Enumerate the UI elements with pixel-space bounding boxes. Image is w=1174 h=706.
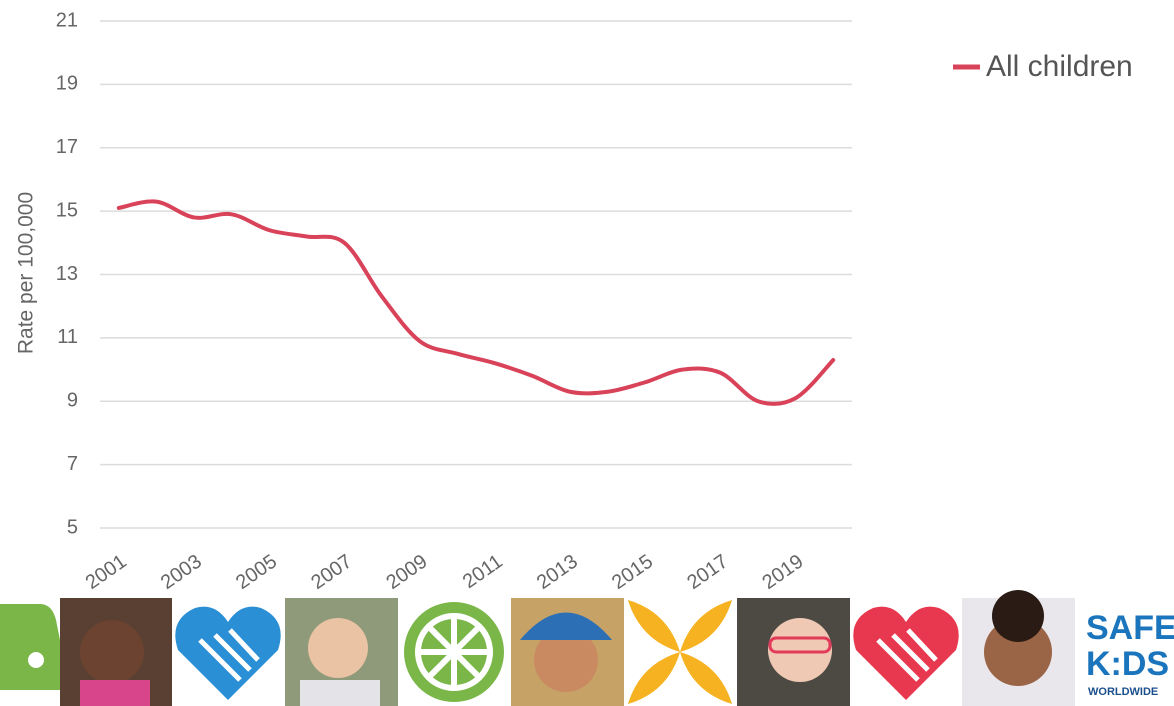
heart-icon — [853, 606, 959, 700]
photo-glasses — [768, 636, 832, 654]
photo-helmet — [520, 612, 612, 640]
x-tick-label: 2017 — [683, 550, 732, 594]
y-tick-label: 5 — [67, 516, 78, 538]
photo-face — [308, 618, 368, 678]
logo-subtext: WORLDWIDE — [1088, 686, 1158, 698]
y-tick-label: 11 — [57, 326, 78, 348]
y-tick-label: 19 — [56, 73, 78, 95]
y-tick-label: 7 — [67, 453, 78, 475]
flower-icon — [628, 600, 732, 704]
y-tick-label: 17 — [56, 136, 78, 158]
heart-hands — [876, 628, 938, 682]
car-icon — [0, 604, 60, 690]
photo-face — [768, 618, 832, 682]
x-tick-label: 2011 — [459, 550, 507, 593]
plot-area: 5 7 9 11 13 15 17 19 21 2001 2003 2005 2007 2009 2011 2… — [56, 9, 1133, 594]
heart-icon — [175, 606, 281, 700]
x-tick-label: 2003 — [157, 550, 206, 594]
y-tick-label: 9 — [67, 390, 78, 412]
car-light — [28, 652, 44, 668]
x-tick-label: 2019 — [758, 550, 807, 594]
legend-label: All children — [986, 50, 1133, 83]
heart-hands — [198, 628, 260, 682]
y-tick-label: 21 — [56, 9, 78, 31]
x-tick-label: 2005 — [232, 550, 281, 594]
photo-face — [80, 620, 144, 684]
logo-text: K:DS — [1086, 645, 1169, 683]
series-line — [116, 199, 836, 406]
x-tick-label: 2009 — [382, 550, 431, 594]
photo-shirt — [300, 680, 380, 706]
x-tick-label: 2015 — [608, 550, 657, 594]
y-tick-label: 13 — [56, 263, 78, 285]
x-tick-label: 2001 — [82, 550, 131, 594]
photo-shirt — [80, 680, 150, 706]
photo-hair — [992, 590, 1044, 642]
photo-face — [534, 628, 598, 692]
y-tick-label: 15 — [56, 199, 78, 221]
banner: SAFE K:DS WORLDWIDE — [0, 590, 1174, 706]
y-axis-title: Rate per 100,000 — [15, 192, 38, 354]
x-tick-label: 2013 — [533, 550, 582, 594]
wheel-spokes — [418, 616, 490, 688]
x-tick-label: 2007 — [307, 550, 356, 594]
logo-text: SAFE — [1086, 609, 1174, 647]
